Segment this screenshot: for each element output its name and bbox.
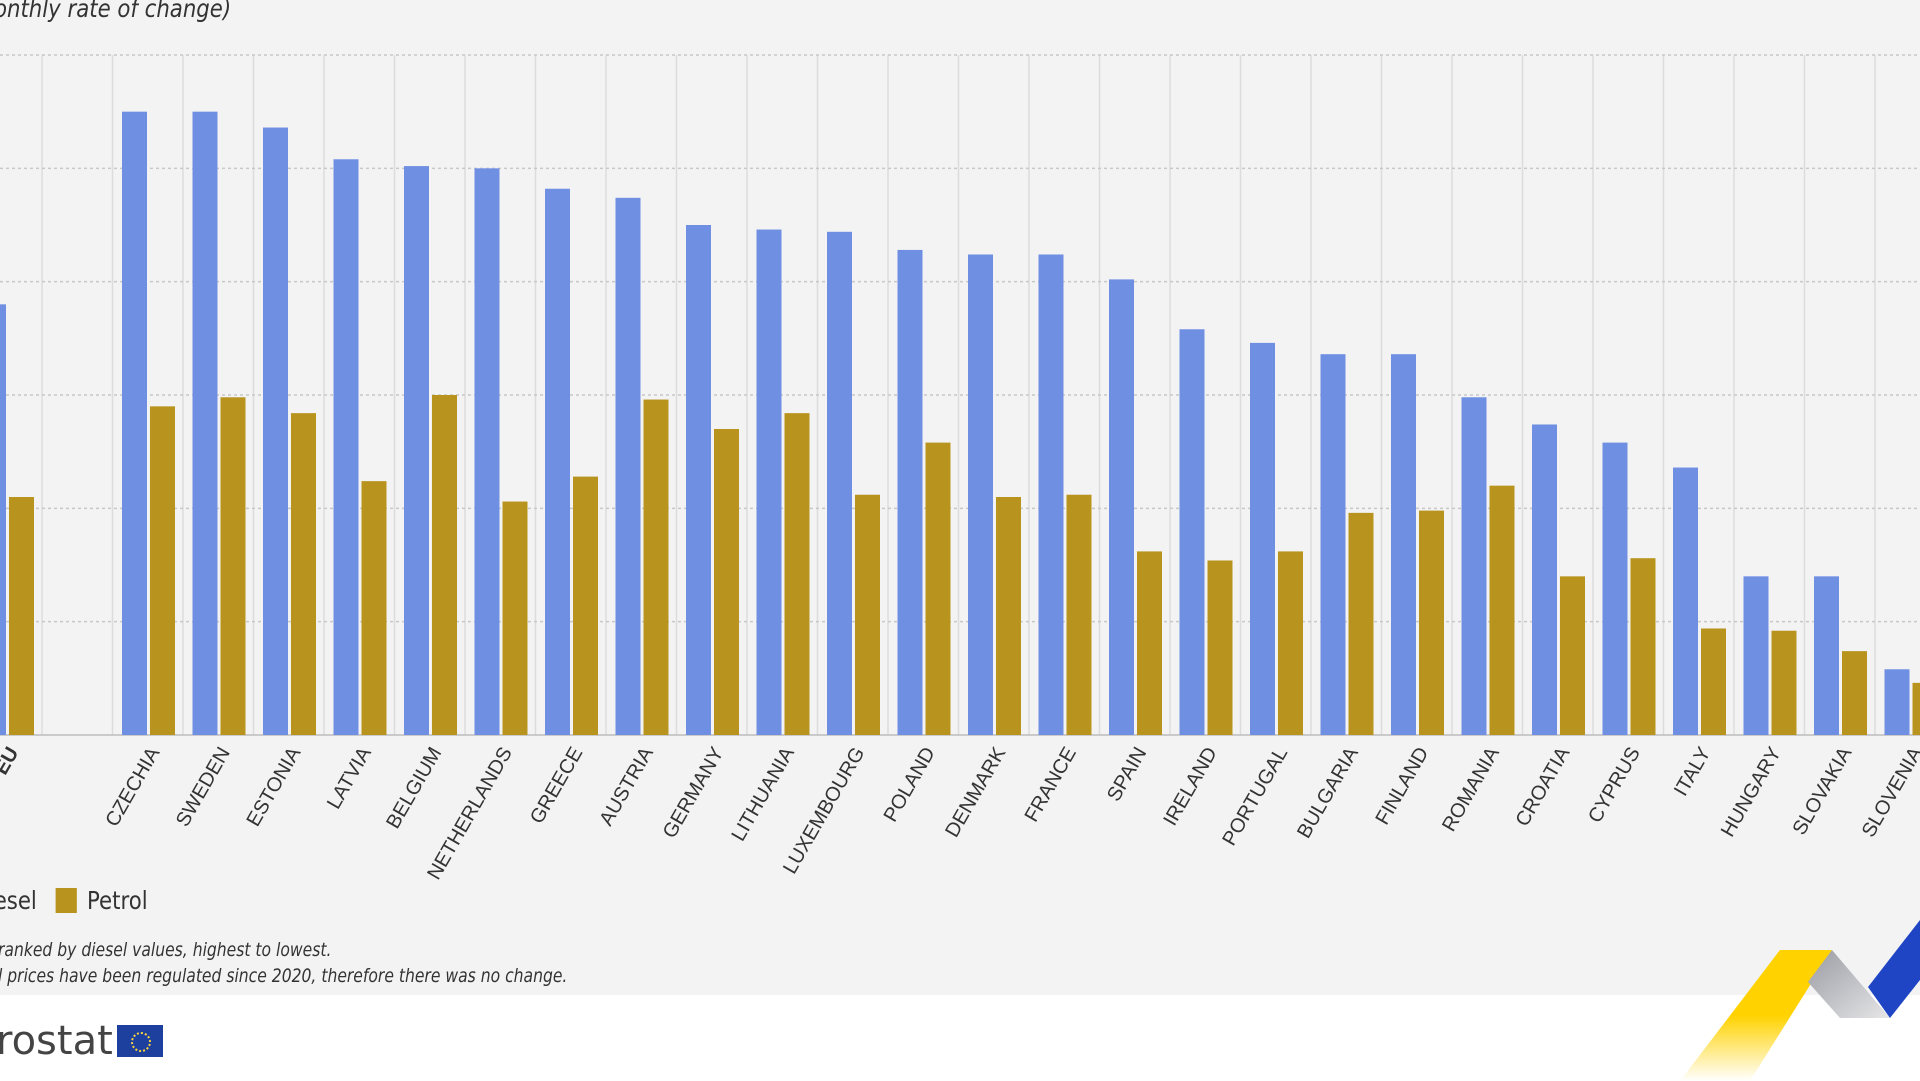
bar-petrol-greece bbox=[573, 476, 598, 735]
x-tick-label: SLOVENIA bbox=[1858, 743, 1920, 841]
bar-petrol-bulgaria bbox=[1348, 512, 1374, 735]
bar-petrol-hungary bbox=[1771, 630, 1797, 735]
bar-diesel-poland bbox=[897, 249, 923, 735]
bar-diesel-croatia bbox=[1532, 424, 1557, 735]
bar-diesel-ireland bbox=[1179, 329, 1205, 735]
bar-petrol-romania bbox=[1489, 485, 1515, 735]
eu-flag-icon bbox=[116, 1025, 163, 1057]
bar-petrol-italy bbox=[1701, 628, 1726, 735]
bar-diesel-denmark bbox=[968, 254, 993, 735]
x-tick-label: HUNGARY bbox=[1717, 744, 1786, 841]
bar-diesel-greece bbox=[545, 188, 570, 735]
bar-petrol-denmark bbox=[996, 497, 1021, 735]
bar-diesel-lithuania bbox=[756, 229, 782, 736]
x-tick-label: POLAND bbox=[880, 744, 940, 826]
bar-diesel-hungary bbox=[1743, 576, 1769, 735]
ribbon-blue bbox=[1868, 920, 1920, 1018]
x-tick-label: ESTONIA bbox=[243, 743, 306, 830]
x-tick-label: BULGARIA bbox=[1293, 743, 1363, 842]
x-tick-label: SPAIN bbox=[1103, 744, 1151, 806]
bar-petrol-france bbox=[1066, 494, 1092, 735]
footnote-2: l prices have been regulated since 2020,… bbox=[0, 965, 568, 987]
bar-petrol-slovenia bbox=[1912, 682, 1920, 735]
bar-diesel-netherlands bbox=[474, 168, 500, 736]
bar-petrol-finland bbox=[1419, 510, 1444, 735]
bar-diesel-czechia bbox=[122, 111, 147, 735]
bar-petrol-poland bbox=[925, 442, 951, 735]
bar-petrol-germany bbox=[714, 429, 739, 735]
bar-diesel-spain bbox=[1109, 279, 1134, 735]
bar-petrol-latvia bbox=[361, 481, 387, 735]
x-tick-label: LATVIA bbox=[323, 743, 376, 813]
bar-petrol-austria bbox=[643, 399, 669, 735]
bar-petrol-lithuania bbox=[784, 413, 810, 735]
bar-petrol-estonia bbox=[291, 413, 316, 735]
x-tick-label: GREECE bbox=[526, 744, 587, 828]
chart-panel bbox=[0, 0, 1920, 995]
bar-petrol-eu bbox=[9, 497, 34, 735]
x-tick-label: FINLAND bbox=[1371, 744, 1433, 829]
legend-label-diesel: Diesel bbox=[0, 886, 37, 915]
x-tick-label: BELGIUM bbox=[382, 744, 446, 833]
bar-diesel-cyprus bbox=[1602, 442, 1628, 735]
eurostat-logo: rostat bbox=[0, 1018, 163, 1064]
x-tick-label: LITHUANIA bbox=[728, 743, 800, 845]
logo-text: rostat bbox=[0, 1018, 113, 1064]
bar-diesel-sweden bbox=[192, 111, 218, 735]
bar-diesel-austria bbox=[615, 197, 641, 736]
x-tick-label: FRANCE bbox=[1021, 744, 1081, 826]
x-tick-label: CYPRUS bbox=[1584, 744, 1645, 827]
bar-diesel-luxembourg bbox=[827, 231, 852, 736]
bar-diesel-portugal bbox=[1250, 342, 1275, 735]
bar-petrol-netherlands bbox=[502, 501, 528, 735]
x-tick-label: EU bbox=[0, 744, 23, 779]
x-tick-label: ROMANIA bbox=[1438, 743, 1504, 835]
bar-diesel-belgium bbox=[404, 166, 429, 736]
bar-petrol-portugal bbox=[1278, 551, 1303, 735]
x-tick-label: AUSTRIA bbox=[595, 743, 658, 830]
bar-petrol-luxembourg bbox=[855, 494, 880, 735]
bar-petrol-slovakia bbox=[1842, 651, 1867, 735]
bar-diesel-slovenia bbox=[1884, 669, 1910, 735]
legend-swatch-petrol bbox=[55, 888, 77, 913]
bar-diesel-france bbox=[1038, 254, 1064, 735]
x-tick-label: SWEDEN bbox=[172, 744, 235, 831]
footnote-1: ranked by diesel values, highest to lowe… bbox=[0, 939, 332, 961]
bar-chart: EU CZECHIA SWEDEN ESTONIA LATVIA BELGIUMNETHE… bbox=[0, 54, 1920, 883]
decorative-ribbon bbox=[1680, 920, 1920, 1081]
bar-diesel-italy bbox=[1673, 467, 1698, 735]
x-tick-label: IRELAND bbox=[1159, 744, 1221, 830]
ribbon-yellow bbox=[1680, 950, 1832, 1081]
bar-petrol-belgium bbox=[432, 395, 457, 735]
bar-diesel-slovakia bbox=[1814, 576, 1839, 735]
legend: Diesel Petrol bbox=[0, 886, 148, 915]
legend-label-petrol: Petrol bbox=[86, 886, 148, 915]
bar-petrol-czechia bbox=[150, 406, 175, 735]
bar-petrol-sweden bbox=[220, 397, 246, 735]
bar-diesel-eu bbox=[0, 304, 6, 735]
ribbon-gray bbox=[1808, 950, 1890, 1018]
x-tick-label: CZECHIA bbox=[101, 743, 164, 831]
chart-subtitle: onthly rate of change) bbox=[0, 0, 232, 23]
x-tick-label: ITALY bbox=[1670, 744, 1715, 801]
x-tick-label: PORTUGAL bbox=[1218, 744, 1292, 850]
bar-petrol-spain bbox=[1137, 551, 1162, 735]
bar-diesel-germany bbox=[686, 225, 711, 735]
x-tick-label: DENMARK bbox=[941, 743, 1010, 841]
bar-diesel-finland bbox=[1391, 354, 1416, 735]
bar-diesel-bulgaria bbox=[1320, 354, 1346, 735]
bar-petrol-croatia bbox=[1560, 576, 1585, 735]
x-tick-label: GERMANY bbox=[659, 744, 729, 843]
x-tick-label: SLOVAKIA bbox=[1789, 743, 1857, 839]
x-tick-label: CROATIA bbox=[1512, 743, 1575, 830]
bar-diesel-latvia bbox=[333, 159, 359, 735]
bar-petrol-ireland bbox=[1207, 560, 1233, 735]
bar-petrol-cyprus bbox=[1630, 558, 1656, 735]
bar-diesel-romania bbox=[1461, 397, 1487, 735]
bar-diesel-estonia bbox=[263, 127, 288, 736]
